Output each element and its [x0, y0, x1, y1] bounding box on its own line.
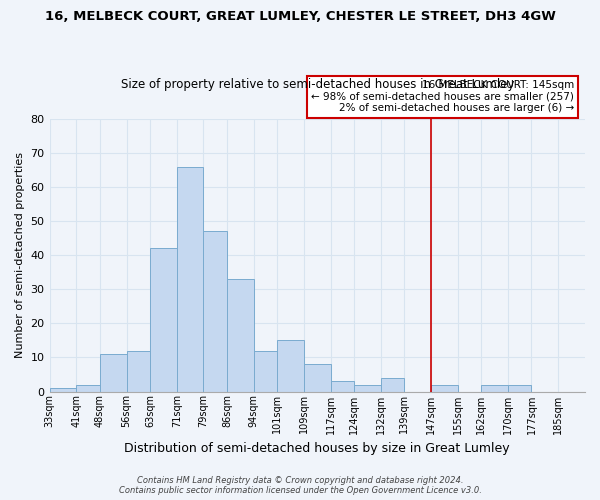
Bar	[508, 384, 532, 392]
X-axis label: Distribution of semi-detached houses by size in Great Lumley: Distribution of semi-detached houses by …	[124, 442, 510, 455]
Text: 16 MELBECK COURT: 145sqm
← 98% of semi-detached houses are smaller (257)
2% of s: 16 MELBECK COURT: 145sqm ← 98% of semi-d…	[311, 80, 574, 114]
Text: Contains HM Land Registry data © Crown copyright and database right 2024.
Contai: Contains HM Land Registry data © Crown c…	[119, 476, 481, 495]
Bar	[331, 382, 354, 392]
Bar	[254, 350, 277, 392]
Bar	[203, 232, 227, 392]
Bar	[277, 340, 304, 392]
Bar	[177, 166, 203, 392]
Bar	[381, 378, 404, 392]
Bar	[354, 384, 381, 392]
Bar	[50, 388, 76, 392]
Bar	[150, 248, 177, 392]
Bar	[227, 279, 254, 392]
Title: Size of property relative to semi-detached houses in Great Lumley: Size of property relative to semi-detach…	[121, 78, 514, 92]
Bar	[100, 354, 127, 392]
Text: 16, MELBECK COURT, GREAT LUMLEY, CHESTER LE STREET, DH3 4GW: 16, MELBECK COURT, GREAT LUMLEY, CHESTER…	[44, 10, 556, 23]
Bar	[431, 384, 458, 392]
Bar	[304, 364, 331, 392]
Bar	[76, 384, 100, 392]
Y-axis label: Number of semi-detached properties: Number of semi-detached properties	[15, 152, 25, 358]
Bar	[127, 350, 150, 392]
Bar	[481, 384, 508, 392]
